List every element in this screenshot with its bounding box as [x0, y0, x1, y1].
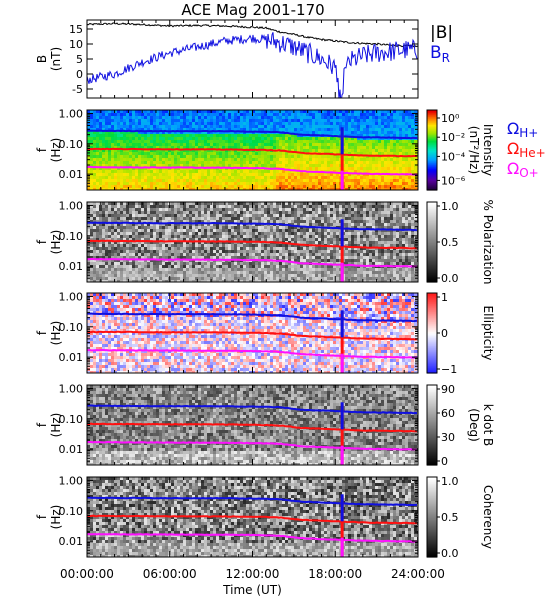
gyro-legend-symbol: Ω — [507, 139, 519, 158]
y-tick-label: 0.01 — [59, 260, 84, 273]
y-tick-label: 1.00 — [59, 199, 84, 212]
gyro-legend: ΩO+ — [507, 159, 539, 180]
y-tick-label: -5 — [72, 83, 83, 96]
gyro-legend: ΩHe+ — [507, 139, 546, 160]
colorbar-4: 1 0 −1 Ellipticity — [427, 291, 495, 376]
legend-text: B — [430, 43, 442, 63]
y-label-unit: (Hz) — [49, 505, 63, 530]
gyro-legend-symbol: Ω — [507, 159, 519, 178]
x-tick-label: 06:00:00 — [143, 567, 197, 581]
colorbar-tick-label: 0.0 — [441, 272, 459, 285]
colorbar-tick-label: 0.5 — [441, 236, 459, 249]
colorbar-2: 10⁰ 10⁻² 10⁻⁴ 10⁻⁶ Intensity(nT²/Hz) — [427, 110, 495, 191]
gyro-legend-subscript: H+ — [519, 126, 538, 140]
chart-title: ACE Mag 2001-170 — [181, 1, 324, 19]
gyro-legend-symbol: Ω — [507, 119, 519, 138]
panel-frame — [87, 20, 418, 98]
colorbar-label: % Polarization — [481, 200, 495, 285]
y-label: f — [35, 422, 49, 427]
x-tick-label: 00:00:00 — [60, 567, 114, 581]
y-label-unit: (Hz) — [49, 230, 63, 255]
panel-2: 1.00 0.10 0.01 f (Hz) 10⁰ 10⁻² 10⁻⁴ 10⁻⁶ Intensit… — [35, 107, 495, 191]
y-tick-label: 5 — [76, 53, 83, 66]
panel-4: 1.00 0.10 0.01 f (Hz) 1 0 −1 Ellipticity — [35, 290, 495, 376]
y-tick-label: 15 — [69, 23, 83, 36]
x-label: Time (UT) — [222, 583, 282, 597]
colorbar-5: 90 60 30 0 k dot B(Deg) — [427, 383, 495, 468]
colorbar-tick-label: −1 — [441, 363, 457, 376]
y-tick-label: 1.00 — [59, 382, 84, 395]
colorbar-tick-label: 10⁻⁴ — [441, 150, 466, 163]
y-tick-label: 0.01 — [59, 168, 84, 181]
y-label: f — [35, 330, 49, 335]
colorbar-label-unit: (Deg) — [467, 408, 481, 442]
y-tick-label: 0.01 — [59, 535, 84, 548]
colorbar-tick-label: 10⁻² — [441, 131, 465, 144]
y-label-unit: (nT) — [49, 47, 63, 71]
y-label-unit: (Hz) — [49, 321, 63, 346]
x-tick-label: 18:00:00 — [308, 567, 362, 581]
colorbar-tick-label: 1.0 — [441, 475, 459, 488]
x-axis: 00:00:00 06:00:00 12:00:00 18:00:00 24:00:00… — [60, 567, 445, 597]
colorbar-label: Intensity — [481, 124, 495, 176]
legend-subscript: R — [442, 51, 450, 65]
gyro-legend-subscript: He+ — [519, 146, 545, 160]
colorbar-tick-label: 0.5 — [441, 511, 459, 524]
legend-entry: BR — [430, 43, 450, 65]
y-tick-label: 0.01 — [59, 443, 84, 456]
colorbar-tick-label: 10⁰ — [441, 112, 460, 125]
y-label: f — [35, 147, 49, 152]
legend-text: |B| — [430, 23, 453, 43]
y-tick-label: 1.00 — [59, 290, 84, 303]
colorbar-label: Coherency — [481, 485, 495, 549]
colorbar-3: 1.0 0.5 0.0 % Polarization — [427, 200, 495, 285]
colorbar-tick-label: 0 — [441, 455, 448, 468]
colorbar-label: Ellipticity — [481, 306, 495, 361]
y-label-unit: (Hz) — [49, 413, 63, 438]
colorbar-tick-label: 1 — [441, 291, 448, 304]
x-tick-label: 12:00:00 — [226, 567, 280, 581]
colorbar-tick-label: 10⁻⁶ — [441, 174, 466, 187]
x-tick-label: 24:00:00 — [391, 567, 445, 581]
colorbar-label: k dot B — [481, 404, 495, 446]
y-label: B — [35, 55, 49, 63]
gyro-legend: ΩH+ — [507, 119, 538, 140]
colorbar-label-unit: (nT²/Hz) — [467, 126, 481, 174]
y-tick-label: 1.00 — [59, 107, 84, 120]
y-tick-label: 0.01 — [59, 351, 84, 364]
colorbar-tick-label: 90 — [441, 383, 455, 396]
colorbar-tick-label: 30 — [441, 431, 455, 444]
y-label: f — [35, 239, 49, 244]
colorbar-tick-label: 1.0 — [441, 200, 459, 213]
y-tick-label: 1.00 — [59, 474, 84, 487]
colorbar-6: 1.0 0.5 0.0 Coherency — [427, 475, 495, 560]
line-series — [87, 23, 418, 104]
y-label-unit: (Hz) — [49, 138, 63, 163]
colorbar-tick-label: 0.0 — [441, 547, 459, 560]
panel-6: 1.00 0.10 0.01 f (Hz) 1.0 0.5 0.0 Coherency — [35, 474, 495, 560]
series-0 — [87, 23, 418, 47]
y-tick-label: 10 — [69, 38, 83, 51]
panel-3: 1.00 0.10 0.01 f (Hz) 1.0 0.5 0.0 % Polarization — [35, 199, 495, 285]
colorbar-tick-label: 0 — [441, 327, 448, 340]
y-tick-label: 0 — [76, 68, 83, 81]
y-label: f — [35, 514, 49, 519]
legend-entry: |B| — [430, 23, 453, 43]
colorbar-tick-label: 60 — [441, 407, 455, 420]
gyro-legend-subscript: O+ — [519, 166, 539, 180]
panel-5: 1.00 0.10 0.01 f (Hz) 90 60 30 0 k dot B(Deg) — [35, 382, 495, 468]
